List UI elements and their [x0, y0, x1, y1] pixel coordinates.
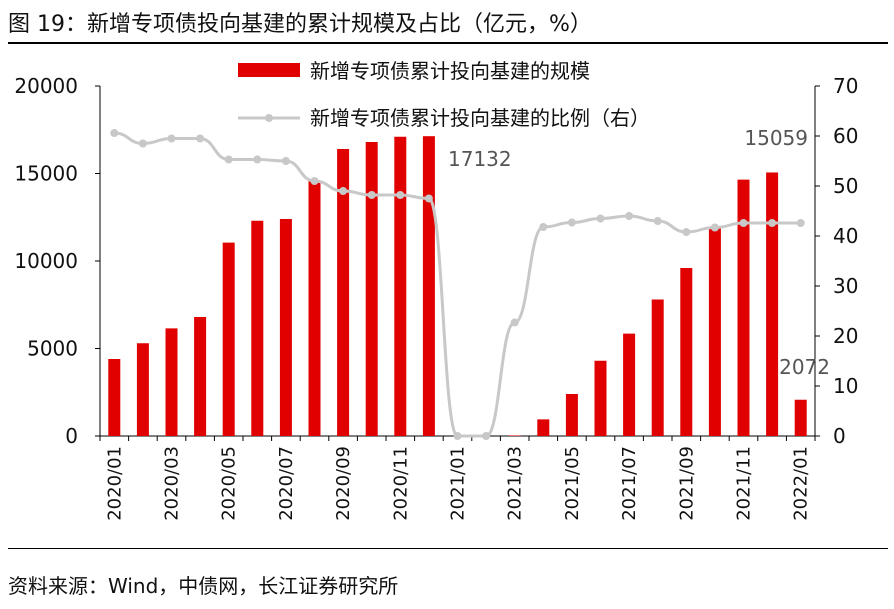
- line-point: [768, 219, 777, 227]
- x-tick-label: 2020/11: [390, 446, 411, 521]
- bar: [279, 219, 292, 436]
- x-tick-label: 2020/05: [219, 446, 240, 521]
- data-label: 2072: [779, 355, 830, 379]
- x-tick-label: 2021/03: [505, 446, 526, 521]
- line-point: [739, 219, 748, 227]
- bar: [365, 142, 378, 436]
- right-tick-label: 60: [833, 124, 858, 148]
- source-note: 资料来源：Wind，中债网，长江证券研究所: [8, 574, 399, 598]
- legend-label: 新增专项债累计投向基建的比例（右）: [310, 106, 650, 130]
- source-divider: [8, 548, 888, 549]
- left-tick-label: 15000: [14, 162, 78, 186]
- bar: [766, 172, 779, 436]
- line-point: [367, 191, 376, 199]
- legend-line-marker: [265, 114, 273, 122]
- legend-bar-swatch: [238, 63, 300, 77]
- line-point: [796, 219, 805, 227]
- data-label: 17132: [448, 147, 512, 171]
- bar: [680, 268, 693, 436]
- left-tick-label: 10000: [14, 249, 78, 273]
- bar: [422, 136, 435, 436]
- right-tick-label: 10: [833, 374, 858, 398]
- bar: [308, 180, 321, 436]
- left-tick-label: 0: [65, 424, 78, 448]
- bar: [194, 317, 207, 436]
- left-tick-label: 20000: [14, 74, 78, 98]
- line-point: [510, 318, 519, 327]
- line-point: [339, 187, 348, 195]
- line-point: [310, 177, 319, 185]
- line-point: [224, 155, 233, 164]
- line-point: [596, 214, 605, 223]
- bar: [222, 242, 235, 436]
- bar: [537, 419, 550, 436]
- bar: [737, 179, 750, 436]
- x-tick-label: 2020/03: [162, 446, 183, 521]
- legend-label: 新增专项债累计投向基建的规模: [310, 59, 590, 83]
- bar: [623, 333, 636, 436]
- left-tick-label: 5000: [27, 337, 78, 361]
- right-tick-label: 40: [833, 224, 858, 248]
- line-point: [482, 432, 491, 440]
- right-tick-label: 20: [833, 324, 858, 348]
- x-tick-label: 2022/01: [791, 446, 812, 521]
- title-divider: [8, 42, 888, 44]
- bar: [165, 328, 178, 436]
- bar: [136, 343, 149, 436]
- line-point: [625, 212, 634, 220]
- line-point: [424, 194, 433, 203]
- line-point: [196, 134, 205, 143]
- x-tick-label: 2020/09: [333, 446, 354, 521]
- right-tick-label: 70: [833, 74, 858, 98]
- bar: [251, 220, 264, 436]
- data-label: 15059: [744, 126, 808, 150]
- line-point: [110, 129, 119, 137]
- x-tick-label: 2021/01: [448, 446, 469, 521]
- line-point: [138, 139, 147, 148]
- bar: [594, 360, 607, 436]
- x-tick-label: 2020/01: [104, 446, 125, 521]
- x-tick-label: 2021/05: [562, 446, 583, 521]
- line-point: [710, 223, 719, 232]
- bar: [508, 435, 521, 436]
- line-point: [453, 432, 462, 440]
- bar: [337, 149, 350, 436]
- right-tick-label: 30: [833, 274, 858, 298]
- bar: [394, 136, 407, 436]
- line-point: [567, 218, 576, 227]
- line-point: [396, 191, 405, 199]
- line-point: [539, 223, 548, 231]
- right-tick-label: 50: [833, 174, 858, 198]
- bar: [108, 359, 121, 436]
- bar: [651, 299, 664, 436]
- bar: [565, 394, 578, 436]
- x-tick-label: 2020/07: [276, 446, 297, 521]
- line-point: [682, 228, 691, 236]
- line-point: [653, 217, 662, 225]
- x-tick-label: 2021/11: [734, 446, 755, 521]
- right-tick-label: 0: [833, 424, 846, 448]
- line-point: [167, 134, 176, 143]
- line-point: [253, 155, 262, 164]
- line-point: [281, 157, 290, 165]
- x-tick-label: 2021/07: [619, 446, 640, 521]
- series-line: [114, 131, 801, 438]
- chart-title: 图 19：新增专项债投向基建的累计规模及占比（亿元，%）: [8, 12, 592, 37]
- bar: [794, 399, 807, 436]
- bar: [708, 227, 721, 436]
- x-tick-label: 2021/09: [676, 446, 697, 521]
